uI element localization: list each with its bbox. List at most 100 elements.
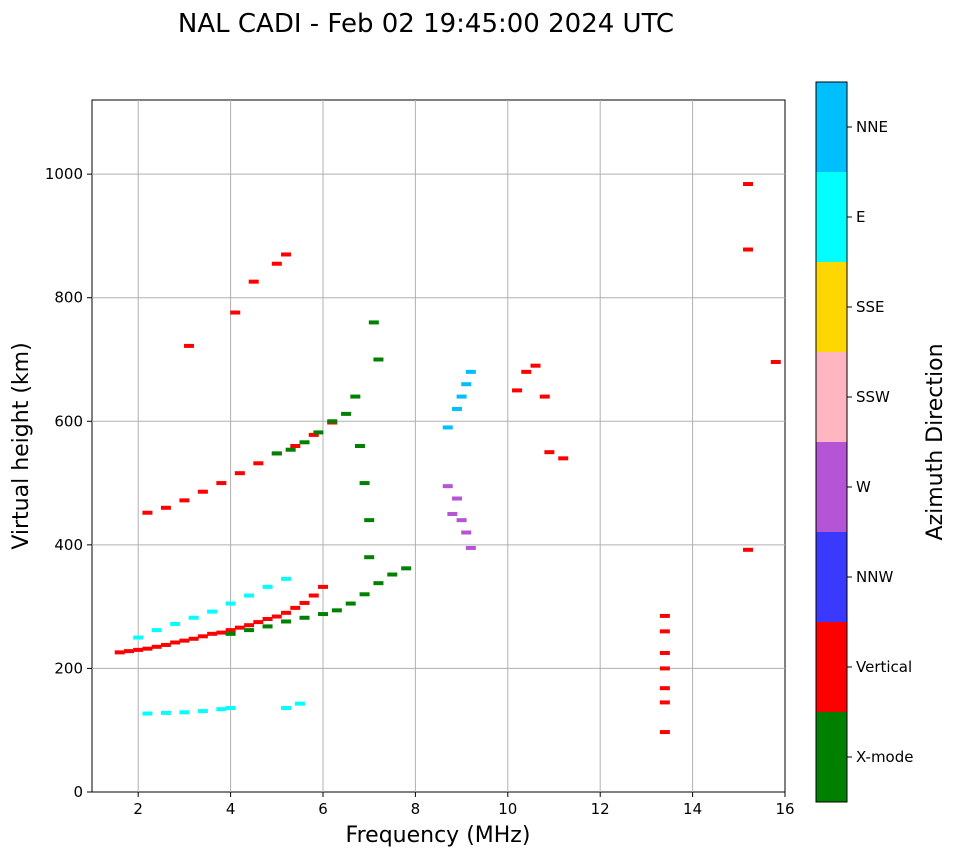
colorbar-segment [816, 172, 847, 262]
y-tick-label: 1000 [45, 165, 83, 183]
data-point [461, 382, 472, 387]
data-point [659, 629, 670, 634]
data-point [341, 411, 352, 416]
x-tick-label: 2 [133, 800, 143, 818]
colorbar-tick-label: W [856, 478, 871, 496]
data-point [401, 566, 412, 571]
data-point [142, 510, 153, 515]
data-point [299, 440, 310, 445]
data-point [216, 481, 227, 486]
data-point [179, 638, 190, 643]
data-point [359, 592, 370, 597]
data-point [188, 615, 199, 620]
data-point [456, 518, 467, 523]
data-point [123, 649, 134, 654]
data-point [451, 496, 462, 501]
data-point [160, 710, 171, 715]
data-point [544, 450, 555, 455]
data-point [659, 650, 670, 655]
data-point [207, 609, 218, 614]
data-point [354, 444, 365, 448]
data-point [225, 601, 236, 606]
data-point [743, 547, 754, 552]
data-point [188, 636, 199, 641]
data-point [530, 363, 541, 368]
data-point [442, 484, 453, 489]
data-point [313, 430, 324, 435]
colorbar-segment [816, 622, 847, 712]
data-point [447, 511, 458, 516]
data-point [299, 600, 310, 605]
data-point [770, 359, 781, 364]
data-point [512, 388, 523, 393]
data-point [521, 369, 532, 374]
data-point [244, 593, 255, 598]
colorbar-tick-label: X-mode [856, 748, 913, 766]
colorbar-frame [815, 81, 848, 803]
data-point [271, 614, 282, 619]
x-tick-label: 16 [775, 800, 794, 818]
data-point [461, 530, 472, 535]
data-point [225, 705, 236, 710]
grid [92, 100, 785, 792]
data-point [331, 608, 342, 613]
data-point [133, 635, 144, 640]
data-point [465, 545, 476, 550]
data-point [290, 444, 301, 448]
data-point [364, 555, 375, 560]
data-point [179, 710, 190, 715]
data-point [659, 700, 670, 705]
data-point [299, 615, 310, 620]
colorbar-tick-label: SSE [856, 298, 885, 316]
x-axis-label: Frequency (MHz) [346, 823, 531, 848]
data-point [216, 707, 227, 712]
data-point [743, 247, 754, 252]
y-tick-label: 600 [54, 412, 83, 430]
data-point [262, 624, 273, 629]
data-point [197, 634, 208, 639]
data-point [230, 310, 241, 315]
y-tick-label: 0 [73, 783, 83, 801]
colorbar-segment [816, 82, 847, 172]
data-point [281, 705, 292, 710]
data-point [234, 625, 245, 630]
data-point [318, 612, 328, 617]
data-point [225, 628, 236, 633]
data-point [290, 605, 301, 610]
data-point [262, 617, 273, 621]
data-point [294, 701, 305, 706]
data-point [271, 261, 282, 266]
data-point [262, 584, 273, 589]
data-point [253, 620, 264, 625]
data-point [659, 686, 670, 691]
data-point [373, 357, 384, 362]
data-point [456, 394, 467, 399]
data-point [244, 628, 255, 633]
y-tick-label: 800 [54, 289, 83, 307]
data-point [234, 471, 245, 476]
data-point [197, 709, 208, 714]
data-point [271, 451, 282, 456]
plot-area [91, 99, 786, 793]
x-tick-label: 4 [226, 800, 236, 818]
data-point [743, 182, 754, 187]
data-point [659, 730, 670, 735]
data-point [179, 498, 190, 503]
colorbar-label: Azimuth Direction [923, 343, 948, 540]
colorbar-tick-label: NNE [856, 118, 888, 136]
data-point [281, 619, 292, 624]
colorbar-segment [816, 532, 847, 622]
data-point [308, 432, 319, 437]
data-point [244, 623, 255, 628]
data-point [170, 621, 181, 626]
data-point [170, 640, 181, 645]
data-point [225, 631, 236, 636]
colorbar-tick-label: Vertical [856, 658, 912, 676]
data-point [364, 518, 375, 523]
data-point [368, 320, 379, 325]
axis-ticks: 2 4 6 8 10 12 14 16 0 200 400 600 800 1000 [45, 165, 795, 818]
data-point [142, 711, 153, 716]
data-point [539, 394, 550, 399]
data-point [184, 343, 195, 348]
